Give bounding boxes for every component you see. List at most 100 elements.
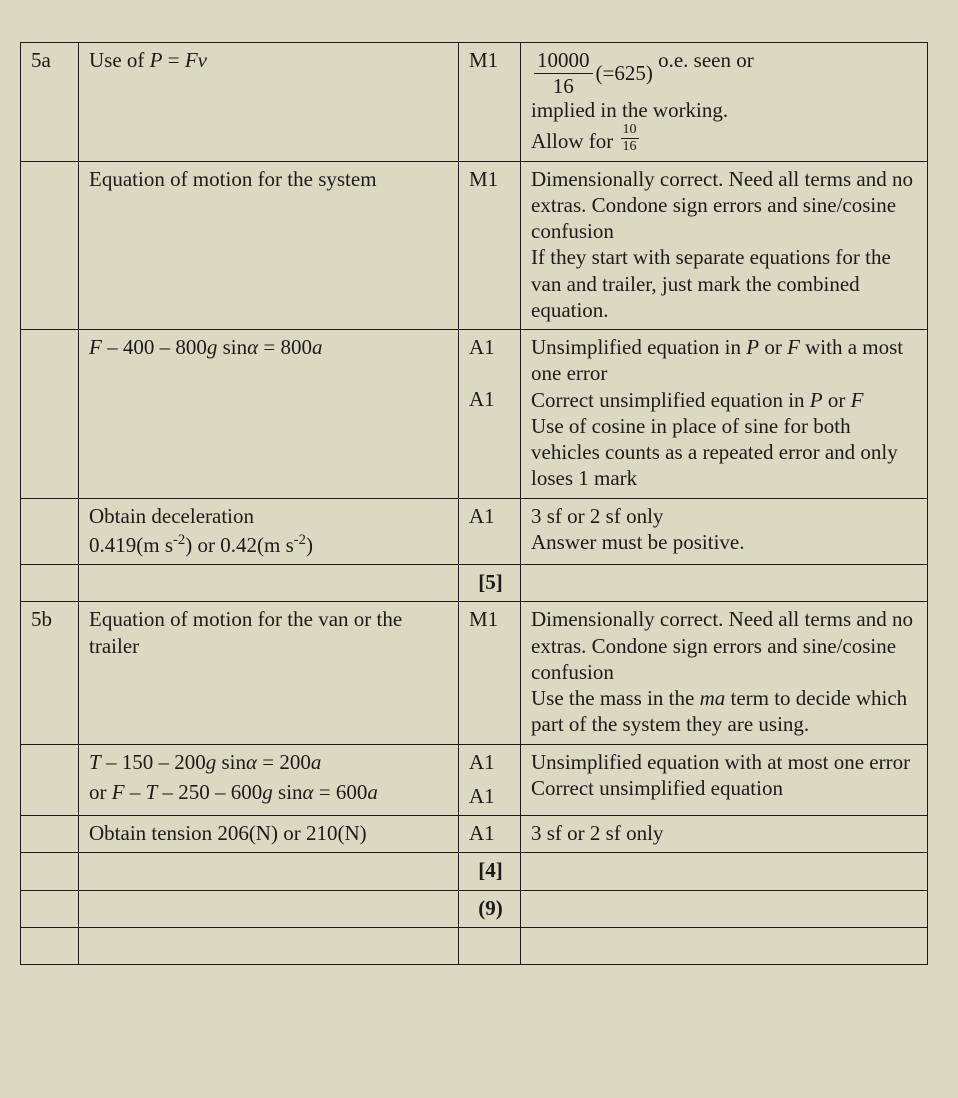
text: sin [273,780,303,804]
mark: A1 [469,386,512,412]
scheme-cell: Obtain tension 206(N) or 210(N) [79,816,459,853]
text: – 150 – 200 [101,750,206,774]
page: 5a Use of P = Fv M1 10000 16 (=625) o.e.… [0,0,958,1098]
table-row: [4] [21,853,928,890]
table-row: 5b Equation of motion for the van or the… [21,602,928,744]
table-row: 5a Use of P = Fv M1 10000 16 (=625) o.e.… [21,43,928,162]
fraction: 10000 16 [534,50,593,97]
notes-cell [521,853,928,890]
denominator: 16 [621,138,639,154]
notes-cell [521,890,928,927]
var: a [311,750,322,774]
mark-cell: A1 A1 [459,744,521,816]
equation: 0.419(m s-2) or 0.42(m s-2) [89,531,450,558]
table-row [21,927,928,964]
text: sin [217,335,247,359]
question-cell [21,890,79,927]
text: ) [306,533,313,557]
var-g: g [207,335,218,359]
table-row: (9) [21,890,928,927]
text: = 200 [257,750,311,774]
text: = [162,48,184,72]
text: sin [216,750,246,774]
notes-cell [521,565,928,602]
mark-cell: M1 [459,161,521,330]
mark: A1 [469,749,512,775]
question-cell [21,161,79,330]
text: implied in the working. [531,98,728,122]
text: Use of cosine in place of sine for both … [531,414,898,491]
var: F [851,388,864,412]
mark-total-cell: [4] [459,853,521,890]
mark: A1 [469,783,512,809]
text: Allow for [531,129,619,153]
text: Correct unsimplified equation in [531,388,810,412]
text: – 250 – 600 [157,780,262,804]
var-F: F [89,335,102,359]
var-Fv: Fv [185,48,207,72]
mark-cell: M1 [459,43,521,162]
question-cell [21,330,79,499]
scheme-cell: Obtain deceleration 0.419(m s-2) or 0.42… [79,498,459,565]
var: P [810,388,823,412]
small-fraction: 1016 [621,123,639,154]
text: = 600 [314,780,368,804]
question-cell [21,565,79,602]
text: o.e. seen or [658,48,754,72]
var: α [303,780,314,804]
text: or [823,388,851,412]
var: F [112,780,125,804]
notes-cell: Unsimplified equation in P or F with a m… [521,330,928,499]
question-cell [21,816,79,853]
mark-cell: A1 A1 [459,330,521,499]
var: F [787,335,800,359]
mark: A1 [469,334,512,360]
table-row: T – 150 – 200g sinα = 200a or F – T – 25… [21,744,928,816]
equation: T – 150 – 200g sinα = 200a [89,749,450,775]
notes-cell: Unsimplified equation with at most one e… [521,744,928,816]
unit: m s [264,533,294,557]
exponent: -2 [294,532,306,548]
mark-cell: M1 [459,602,521,744]
text: or [89,780,112,804]
var: P [746,335,759,359]
question-cell [21,744,79,816]
table-row: F – 400 – 800g sinα = 800a A1 A1 Unsimpl… [21,330,928,499]
var: g [262,780,273,804]
notes-cell: Dimensionally correct. Need all terms an… [521,161,928,330]
scheme-cell: F – 400 – 800g sinα = 800a [79,330,459,499]
mark-cell: A1 [459,498,521,565]
question-cell [21,853,79,890]
var: α [246,750,257,774]
question-cell: 5a [21,43,79,162]
scheme-cell: Equation of motion for the van or the tr… [79,602,459,744]
var-P: P [150,48,163,72]
text: = 800 [258,335,312,359]
mark-total-cell: [5] [459,565,521,602]
text: 0.419 [89,533,136,557]
table-row: Equation of motion for the system M1 Dim… [21,161,928,330]
text: Use the mass in the [531,686,700,710]
text: Unsimplified equation in [531,335,746,359]
fraction-expression: 10000 16 (=625) [531,50,653,97]
denominator: 16 [534,73,593,97]
equation: or F – T – 250 – 600g sinα = 600a [89,779,450,805]
mark-scheme-table: 5a Use of P = Fv M1 10000 16 (=625) o.e.… [20,42,928,965]
notes-cell: Dimensionally correct. Need all terms an… [521,602,928,744]
mark-cell: A1 [459,816,521,853]
scheme-cell: Equation of motion for the system [79,161,459,330]
text: or [759,335,787,359]
var-a: a [312,335,323,359]
text: Obtain deceleration [89,503,450,529]
table-row: Obtain tension 206(N) or 210(N) A1 3 sf … [21,816,928,853]
notes-cell [521,927,928,964]
mark-cell [459,927,521,964]
question-cell: 5b [21,602,79,744]
scheme-cell [79,853,459,890]
text: (=625) [596,60,653,86]
scheme-cell: Use of P = Fv [79,43,459,162]
var-alpha: α [247,335,258,359]
scheme-cell [79,565,459,602]
var-ma: ma [700,686,726,710]
notes-cell: 3 sf or 2 sf only Answer must be positiv… [521,498,928,565]
